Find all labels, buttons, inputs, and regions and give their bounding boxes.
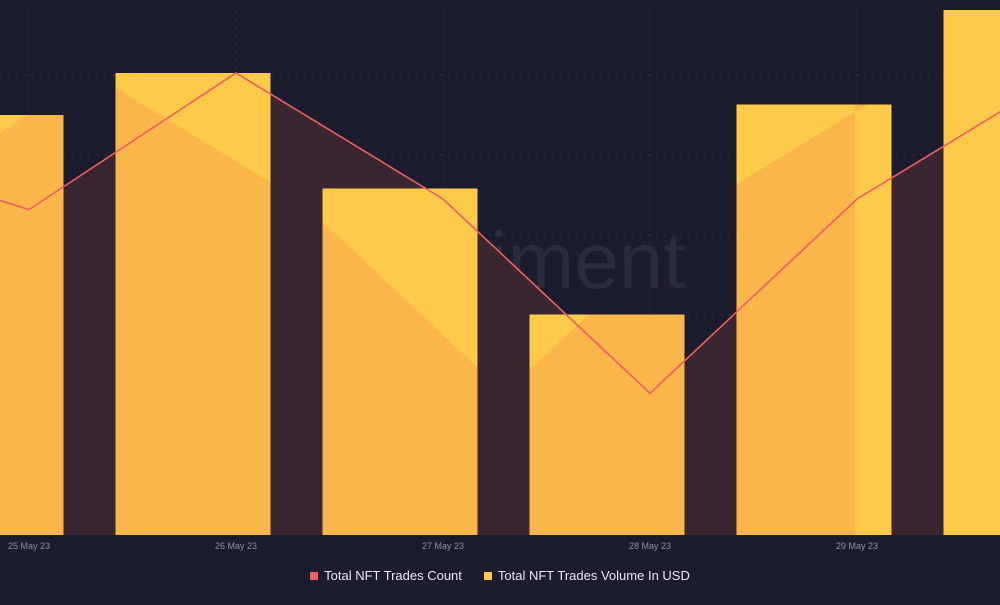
legend-swatch-count	[310, 572, 318, 580]
x-tick-label: 29 May 23	[836, 541, 878, 551]
x-tick-label: 26 May 23	[215, 541, 257, 551]
x-axis-ticks: 25 May 23 26 May 23 27 May 23 28 May 23 29 M…	[8, 541, 878, 551]
legend-label-count: Total NFT Trades Count	[324, 568, 462, 583]
x-tick-label: 27 May 23	[422, 541, 464, 551]
x-tick-label: 25 May 23	[8, 541, 50, 551]
x-tick-label: 28 May 23	[629, 541, 671, 551]
legend-item-volume[interactable]: Total NFT Trades Volume In USD	[484, 568, 690, 583]
legend: Total NFT Trades Count Total NFT Trades …	[0, 568, 1000, 583]
legend-item-count[interactable]: Total NFT Trades Count	[310, 568, 462, 583]
legend-swatch-volume	[484, 572, 492, 580]
volume-bar-under-line	[0, 115, 64, 535]
legend-label-volume: Total NFT Trades Volume In USD	[498, 568, 690, 583]
volume-bar[interactable]	[944, 10, 1000, 535]
